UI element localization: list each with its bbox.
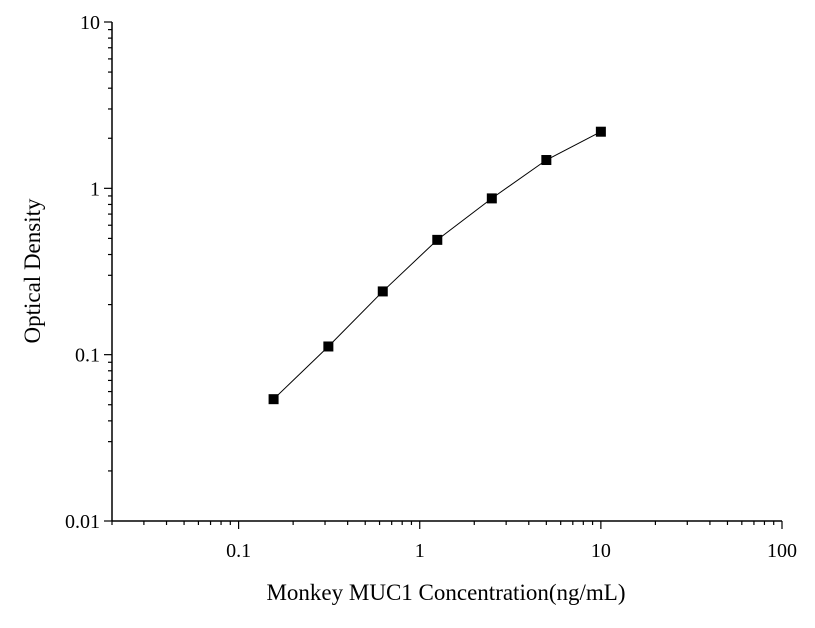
data-point <box>323 341 334 352</box>
data-point <box>486 193 497 204</box>
series-line <box>273 131 602 400</box>
data-point <box>432 234 443 245</box>
data-point <box>268 394 279 405</box>
series <box>268 126 606 405</box>
tick-labels: 0.1 1 10 100 0.01 0.1 1 10 <box>65 12 797 562</box>
x-tick-label: 0.1 <box>226 540 251 562</box>
ticks <box>104 21 783 529</box>
y-tick-label: 10 <box>80 12 100 34</box>
data-point <box>541 155 552 166</box>
y-tick-label: 0.1 <box>75 345 100 367</box>
x-tick-label: 100 <box>767 540 797 562</box>
x-tick-label: 1 <box>415 540 425 562</box>
y-tick-label: 1 <box>90 178 100 200</box>
x-axis-title: Monkey MUC1 Concentration(ng/mL) <box>266 580 625 605</box>
data-point <box>377 286 388 297</box>
x-tick-label: 10 <box>591 540 611 562</box>
data-point <box>595 126 606 137</box>
y-axis-title: Optical Density <box>20 198 45 343</box>
y-tick-label: 0.01 <box>65 511 100 533</box>
axes <box>111 22 782 522</box>
